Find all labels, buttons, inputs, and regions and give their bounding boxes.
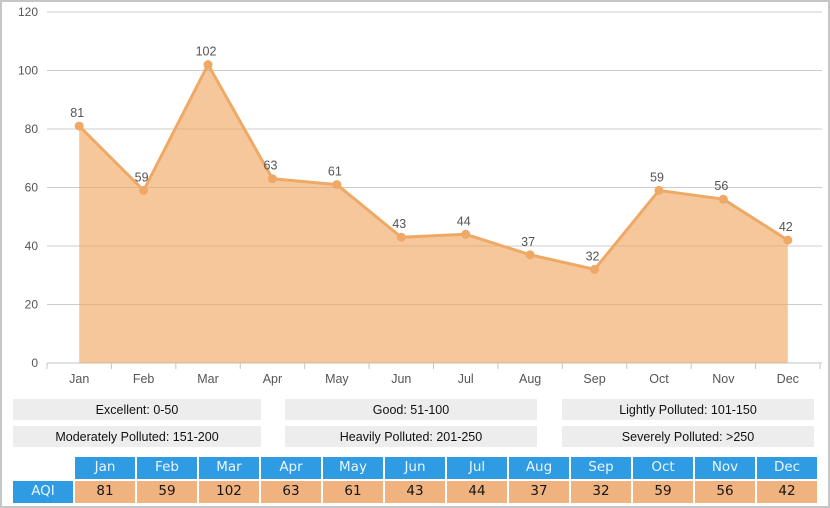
table-header-feb: Feb	[137, 457, 197, 479]
x-axis-label-apr: Apr	[263, 372, 282, 386]
data-point-nov	[718, 194, 728, 204]
data-point-label-mar: 102	[196, 45, 217, 59]
data-point-label-sep: 32	[586, 249, 600, 263]
table-header-oct: Oct	[633, 457, 693, 479]
y-axis-label-100: 100	[18, 64, 38, 78]
data-point-label-jun: 43	[392, 217, 406, 231]
aqi-data-table: Jan Feb Mar Apr May Jun Jul Aug Sep Oct Nov Dec AQI 8…	[13, 457, 817, 503]
x-axis-label-jun: Jun	[391, 372, 411, 386]
legend-moderately-polluted: Moderately Polluted: 151-200	[13, 426, 261, 447]
x-axis-label-oct: Oct	[649, 372, 669, 386]
data-point-dec	[783, 235, 793, 245]
data-point-feb	[139, 185, 149, 195]
x-axis-label-dec: Dec	[777, 372, 799, 386]
data-point-apr	[267, 174, 277, 184]
data-point-label-aug: 37	[521, 235, 535, 249]
table-header-mar: Mar	[199, 457, 259, 479]
data-point-label-may: 61	[328, 165, 342, 179]
x-axis-label-feb: Feb	[133, 372, 155, 386]
data-point-sep	[590, 264, 600, 274]
data-point-oct	[654, 185, 664, 195]
table-corner-cell	[13, 457, 73, 479]
table-header-nov: Nov	[695, 457, 755, 479]
data-point-may	[332, 180, 342, 190]
table-header-jan: Jan	[75, 457, 135, 479]
data-point-jul	[461, 229, 471, 239]
table-value-oct: 59	[633, 481, 693, 503]
table-header-may: May	[323, 457, 383, 479]
table-value-apr: 63	[261, 481, 321, 503]
data-point-jan	[74, 121, 84, 131]
legend-excellent-label: Excellent: 0-50	[95, 402, 179, 417]
legend-good-label: Good: 51-100	[372, 402, 450, 417]
x-axis-label-may: May	[325, 372, 349, 386]
data-point-label-apr: 63	[264, 159, 278, 173]
table-value-sep: 32	[571, 481, 631, 503]
table-value-nov: 56	[695, 481, 755, 503]
table-header-aug: Aug	[509, 457, 569, 479]
table-value-aug: 37	[509, 481, 569, 503]
data-point-label-nov: 56	[714, 179, 728, 193]
legend-severely-polluted-label: Severely Polluted: >250	[621, 429, 755, 444]
y-axis-label-120: 120	[18, 5, 38, 19]
x-axis-label-mar: Mar	[197, 372, 219, 386]
table-value-jul: 44	[447, 481, 507, 503]
table-value-dec: 42	[757, 481, 817, 503]
data-point-mar	[203, 60, 213, 70]
x-axis-label-sep: Sep	[583, 372, 605, 386]
y-axis-label-80: 80	[25, 122, 39, 136]
x-axis-label-nov: Nov	[712, 372, 735, 386]
y-axis-label-0: 0	[31, 356, 38, 370]
table-header-sep: Sep	[571, 457, 631, 479]
legend-good: Good: 51-100	[285, 399, 537, 420]
aqi-area-chart-svg: 0 20 40 60 80 100 120 Jan Feb Mar Apr May Jun Jul Aug S…	[18, 5, 822, 386]
data-point-label-feb: 59	[135, 170, 149, 184]
legend-severely-polluted: Severely Polluted: >250	[562, 426, 814, 447]
aqi-area-fill	[79, 64, 788, 364]
legend-lightly-polluted-label: Lightly Polluted: 101-150	[619, 402, 757, 417]
y-axis-label-60: 60	[25, 181, 39, 195]
x-axis-label-jan: Jan	[69, 372, 89, 386]
table-header-jun: Jun	[385, 457, 445, 479]
data-point-label-jul: 44	[457, 214, 471, 228]
y-axis-label-40: 40	[25, 239, 39, 253]
legend-heavily-polluted-label: Heavily Polluted: 201-250	[339, 429, 483, 444]
aqi-line	[77, 63, 790, 271]
data-point-label-jan: 81	[70, 106, 84, 120]
data-point-jun	[396, 232, 406, 242]
table-value-mar: 102	[199, 481, 259, 503]
legend-excellent: Excellent: 0-50	[13, 399, 261, 420]
legend-moderately-polluted-label: Moderately Polluted: 151-200	[55, 429, 219, 444]
legend-lightly-polluted: Lightly Polluted: 101-150	[562, 399, 814, 420]
table-value-jun: 43	[385, 481, 445, 503]
table-value-jan: 81	[75, 481, 135, 503]
data-point-label-oct: 59	[650, 170, 664, 184]
x-axis-label-jul: Jul	[458, 372, 474, 386]
table-value-feb: 59	[137, 481, 197, 503]
x-axis-label-aug: Aug	[519, 372, 541, 386]
y-axis-label-20: 20	[25, 298, 39, 312]
table-header-jul: Jul	[447, 457, 507, 479]
table-row-label-aqi: AQI	[13, 481, 73, 503]
aqi-area-chart: 0 20 40 60 80 100 120 Jan Feb Mar Apr May Jun Jul Aug S…	[2, 2, 828, 396]
table-header-dec: Dec	[757, 457, 817, 479]
data-point-aug	[525, 250, 535, 260]
table-header-apr: Apr	[261, 457, 321, 479]
data-point-label-dec: 42	[779, 220, 793, 234]
table-value-may: 61	[323, 481, 383, 503]
legend-heavily-polluted: Heavily Polluted: 201-250	[285, 426, 537, 447]
